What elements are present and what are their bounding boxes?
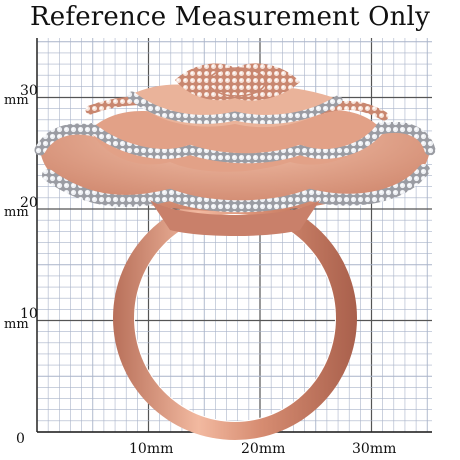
y-tick-20-unit: mm xyxy=(4,205,29,220)
x-tick-20mm: 20mm xyxy=(241,441,285,457)
origin-label: 0 xyxy=(16,431,25,447)
x-axis: 10mm 20mm 30mm xyxy=(129,441,396,457)
y-tick-10-unit: mm xyxy=(4,317,29,332)
y-tick-10: 10 xyxy=(20,306,38,322)
y-tick-30-unit: mm xyxy=(4,93,29,108)
x-tick-10mm: 10mm xyxy=(129,441,173,457)
ring-band xyxy=(113,196,357,440)
rose-head xyxy=(34,63,436,236)
y-tick-30: 30 xyxy=(20,83,38,99)
page-title: Reference Measurement Only xyxy=(30,2,430,32)
y-tick-20: 20 xyxy=(20,195,38,211)
x-tick-30mm: 30mm xyxy=(352,441,396,457)
y-axis: 30 mm 20 mm 10 mm 0 xyxy=(4,83,38,447)
